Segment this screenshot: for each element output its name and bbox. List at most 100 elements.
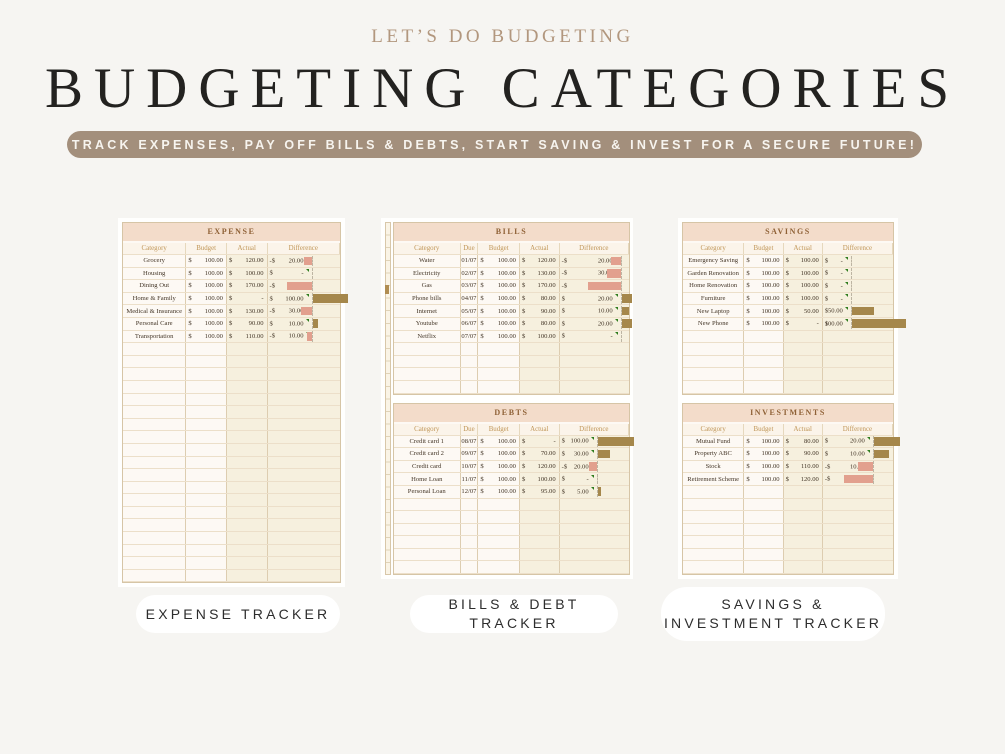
empty-cell: [683, 330, 745, 343]
data-bar-axis: [620, 331, 622, 342]
cell-budget: $100.00: [744, 292, 784, 305]
currency-symbol: $: [480, 450, 484, 458]
cell-budget: $100.00: [186, 317, 227, 330]
empty-cell: [519, 380, 560, 393]
cell-category: Credit card 2: [394, 448, 461, 460]
empty-cell: [123, 557, 187, 569]
amount: 100.00: [497, 475, 516, 483]
positive-data-bar: [621, 319, 632, 329]
empty-cell: [783, 368, 823, 380]
empty-cell: [559, 368, 629, 380]
cell-category: Stock: [683, 460, 745, 473]
cell-difference: $100.00: [822, 317, 906, 330]
column-header-due: Due: [460, 243, 479, 254]
table-row: Internet 05/07 $100.00 $90.00 $10.00: [394, 305, 629, 318]
cell-category: Grocery: [123, 255, 187, 267]
amount: 50.00: [828, 307, 843, 315]
table-row: Personal Care $100.00 $90.00 $10.00: [123, 317, 340, 331]
currency-symbol: $: [785, 320, 789, 328]
empty-cell: [267, 431, 340, 443]
empty-cell: [123, 343, 187, 355]
currency-symbol: $: [480, 257, 484, 265]
currency-symbol: -$: [824, 475, 831, 483]
table-row: New Phone $100.00 $ - $100.00: [683, 317, 906, 331]
cell-difference: -$20.00: [822, 473, 893, 485]
currency-symbol: $: [269, 320, 273, 328]
cell-actual: $170.00: [226, 280, 268, 292]
empty-cell: [186, 443, 227, 456]
cell-difference: -$ 10.00: [267, 330, 340, 343]
cell-due: 08/07: [460, 435, 479, 448]
currency-symbol: $: [521, 269, 526, 277]
cell-category: Medical & Insurance: [123, 305, 187, 317]
empty-cell: [123, 569, 187, 582]
currency-symbol: $: [521, 332, 526, 340]
cell-category: Home Loan: [394, 473, 461, 485]
empty-cell: [559, 536, 629, 548]
negative-data-bar: [606, 269, 621, 278]
currency-symbol: $: [561, 295, 565, 303]
green-corner-marker-icon: [844, 281, 848, 285]
empty-cell: [559, 511, 629, 523]
negative-data-bar: [857, 462, 873, 471]
currency-symbol: $: [561, 332, 565, 340]
cell-difference: $ -: [559, 473, 629, 485]
empty-cell: [267, 368, 340, 380]
empty-row: [123, 569, 340, 583]
difference-value: $30.00: [562, 448, 594, 460]
empty-row: [394, 368, 629, 381]
data-bar-axis: [872, 436, 874, 447]
cutoff-table-edge: [385, 222, 391, 576]
empty-cell: [123, 380, 187, 393]
data-bar-axis: [596, 461, 598, 472]
cell-difference: $10.00: [267, 317, 340, 330]
savings-tracker-text-line1: SAVINGS &: [721, 596, 825, 612]
empty-cell: [683, 498, 745, 511]
empty-cell: [123, 469, 187, 481]
empty-cell: [460, 548, 479, 561]
difference-value: $100.00: [562, 436, 594, 448]
data-bar-axis: [311, 268, 313, 279]
amount: 10.00: [850, 450, 865, 458]
table-row: Furniture $100.00 $100.00 $ -: [683, 292, 893, 306]
cell-budget: $100.00: [744, 280, 784, 292]
positive-data-bar: [597, 449, 610, 459]
difference-value: $20.00: [562, 318, 618, 330]
currency-symbol: $: [521, 282, 526, 290]
empty-cell: [559, 498, 629, 511]
bills-debt-tracker-text: BILLS & DEBT TRACKER: [448, 596, 580, 631]
cell-actual: $50.00: [783, 305, 823, 317]
column-header-actual: Actual: [519, 423, 560, 435]
currency-symbol: $: [521, 450, 526, 458]
empty-cell: [394, 343, 461, 355]
cell-actual: $ -: [519, 435, 560, 448]
empty-cell: [267, 393, 340, 406]
empty-cell: [267, 506, 340, 519]
currency-symbol: $: [824, 307, 829, 315]
amount: 100.00: [497, 488, 516, 496]
empty-cell: [744, 523, 784, 536]
bills-table: BILLS Category Due Budget Actual Difference Wa…: [393, 222, 632, 395]
cell-category: Property ABC: [683, 448, 745, 460]
cell-due: 06/07: [460, 317, 479, 330]
green-corner-marker-icon: [844, 306, 848, 310]
empty-cell: [186, 569, 227, 582]
empty-cell: [783, 523, 823, 536]
empty-cell: [267, 380, 340, 393]
cell-actual: $70.00: [519, 448, 560, 460]
empty-cell: [226, 569, 268, 582]
currency-symbol: $: [228, 320, 233, 328]
amount: -: [261, 295, 264, 303]
negative-data-bar: [300, 306, 312, 316]
empty-cell: [394, 511, 461, 523]
cell-actual: $110.00: [226, 330, 268, 343]
table-row: Dining Out$100.00$170.00-$70.00: [123, 280, 340, 293]
cutoff-bar-fragment: [385, 285, 389, 294]
cell-category: Mutual Fund: [683, 435, 745, 448]
column-header-difference: Difference: [822, 423, 893, 435]
table-row: Stock$100.00$110.00-$10.00: [683, 460, 893, 474]
empty-cell: [783, 561, 823, 574]
empty-cell: [478, 523, 520, 536]
cell-difference: $100.00: [267, 292, 348, 305]
negative-data-bar: [610, 256, 621, 266]
